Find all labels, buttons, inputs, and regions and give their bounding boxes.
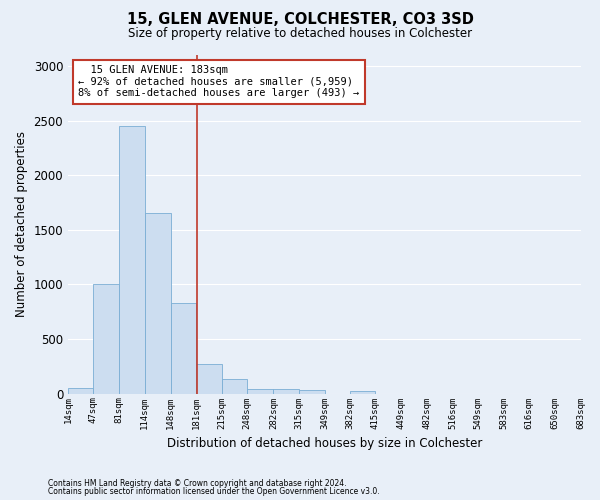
Text: 15, GLEN AVENUE, COLCHESTER, CO3 3SD: 15, GLEN AVENUE, COLCHESTER, CO3 3SD [127,12,473,28]
Text: Contains public sector information licensed under the Open Government Licence v3: Contains public sector information licen… [48,487,380,496]
Bar [247,388,274,394]
Bar [274,388,299,394]
Text: Contains HM Land Registry data © Crown copyright and database right 2024.: Contains HM Land Registry data © Crown c… [48,478,347,488]
Bar [94,284,119,394]
Bar [170,303,196,394]
Bar [68,388,94,394]
Bar [119,126,145,394]
Y-axis label: Number of detached properties: Number of detached properties [15,132,28,318]
Bar [196,364,222,394]
X-axis label: Distribution of detached houses by size in Colchester: Distribution of detached houses by size … [167,437,482,450]
Text: Size of property relative to detached houses in Colchester: Size of property relative to detached ho… [128,28,472,40]
Text: 15 GLEN AVENUE: 183sqm  
← 92% of detached houses are smaller (5,959)
8% of semi: 15 GLEN AVENUE: 183sqm ← 92% of detached… [78,65,359,98]
Bar [350,391,375,394]
Bar [145,214,170,394]
Bar [222,379,247,394]
Bar [299,390,325,394]
